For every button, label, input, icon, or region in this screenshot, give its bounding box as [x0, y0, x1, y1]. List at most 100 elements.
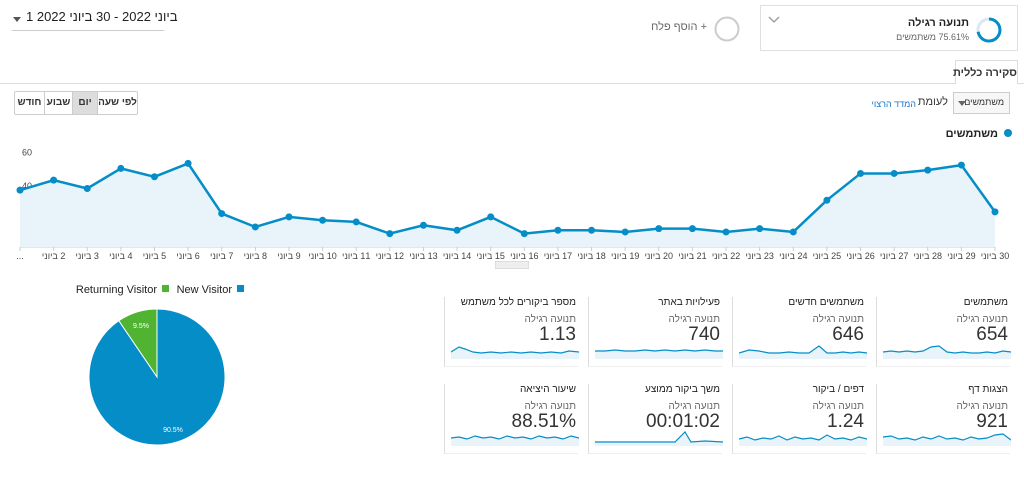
point [991, 208, 999, 216]
metric-card: משתמשים תנועה רגילה 654 [876, 297, 1011, 367]
sparkline-area [739, 346, 867, 359]
x-tick-label: 26 ביוני [846, 251, 874, 261]
metric-value: 88.51% [511, 411, 576, 432]
segment-ring [976, 17, 1002, 43]
point [789, 228, 797, 236]
point [16, 186, 24, 194]
x-tick-label: 4 ביוני [109, 251, 132, 261]
metric-value: 646 [832, 324, 864, 345]
scroll-handle[interactable] [495, 261, 529, 269]
interval-button[interactable]: לפי שעה [98, 97, 137, 108]
x-tick-label: 12 ביוני [376, 251, 404, 261]
add-segment[interactable]: + הוסף פלח [651, 21, 707, 33]
x-tick-label: 28 ביוני [914, 251, 942, 261]
y-tick-label: 40 [22, 181, 32, 191]
legend-swatch [237, 285, 244, 292]
sparkline-line [595, 349, 723, 352]
metric-dropdown[interactable]: משתמשים [953, 92, 1010, 114]
segment-name: תנועה רגילה [907, 17, 969, 29]
sparkline-line [451, 435, 579, 440]
interval-button[interactable]: חודש [15, 92, 45, 114]
sparkline [739, 345, 867, 359]
point [924, 166, 932, 174]
add-segment-circle[interactable] [713, 15, 741, 43]
metric-segment: תנועה רגילה [668, 401, 720, 412]
segment-detail: 75.61% משתמשים [896, 32, 969, 42]
slice-label: 90.5% [163, 427, 183, 434]
x-tick-label: 10 ביוני [308, 251, 336, 261]
x-tick-label: 5 ביוני [143, 251, 166, 261]
x-tick-label: 11 ביוני [342, 251, 370, 261]
metric-value: 740 [688, 324, 720, 345]
metric-segment: תנועה רגילה [956, 401, 1008, 412]
x-tick-label: 3 ביוני [76, 251, 99, 261]
metric-card: דפים / ביקור תנועה רגילה 1.24 [732, 384, 867, 454]
point [621, 228, 629, 236]
metric-title: מספר ביקורים לכל משתמש [460, 297, 576, 308]
point [756, 225, 764, 233]
point [588, 226, 596, 234]
x-tick-label: 7 ביוני [210, 251, 233, 261]
metric-title: פעילויות באתר [658, 297, 720, 308]
legend-label: Returning Visitor [76, 284, 157, 296]
interval-button[interactable]: יום [73, 92, 98, 114]
point [957, 161, 965, 169]
sparkline [883, 345, 1011, 359]
point [285, 213, 293, 221]
x-tick-label: 8 ביוני [244, 251, 267, 261]
metric-value: 654 [976, 324, 1008, 345]
point [520, 230, 528, 238]
sparkline [595, 431, 723, 446]
x-tick-label: 24 ביוני [779, 251, 807, 261]
x-tick-label: 15 ביוני [476, 251, 504, 261]
point [453, 226, 461, 234]
date-picker[interactable]: 1 ביוני 2022 - 30 ביוני 2022 [12, 8, 178, 31]
sparkline [451, 435, 579, 446]
segment-box[interactable]: תנועה רגילה 75.61% משתמשים [760, 5, 1018, 51]
tab[interactable]: סקירה כללית [953, 60, 1018, 84]
point [890, 169, 898, 177]
metric-segment: תנועה רגילה [524, 401, 576, 412]
pie-chart: 9.5% 90.5% Returning Visitor New Visitor [76, 284, 244, 446]
legend-marker [1004, 129, 1012, 137]
metric-card: מספר ביקורים לכל משתמש תנועה רגילה 1.13 [444, 297, 579, 367]
point [722, 228, 730, 236]
point [50, 176, 58, 184]
line [19, 161, 997, 235]
interval-group [14, 91, 138, 115]
metric-segment: תנועה רגילה [812, 314, 864, 325]
point [554, 226, 562, 234]
y-tick-label: 60 [22, 148, 32, 158]
pie-slice [88, 308, 226, 446]
metric-segment: תנועה רגילה [812, 401, 864, 412]
sparkline [451, 346, 579, 359]
metric-title: משתמשים חדשים [788, 297, 864, 308]
metric-segment: תנועה רגילה [956, 314, 1008, 325]
metric-title: דפים / ביקור [812, 384, 864, 395]
sparkline-area [595, 432, 723, 446]
x-tick-label: 22 ביוני [712, 251, 740, 261]
x-tick-label: 6 ביוני [176, 251, 199, 261]
select-metric[interactable]: המדד הרצוי [871, 99, 916, 109]
x-tick-label: 20 ביוני [645, 251, 673, 261]
x-tick-label: 14 ביוני [443, 251, 471, 261]
sparkline-line [739, 345, 867, 354]
sparkline-area [595, 350, 723, 359]
interval-button[interactable]: שבוע [45, 92, 73, 114]
point [487, 213, 495, 221]
point [352, 218, 360, 226]
metric-title: משך ביקור ממוצע [645, 384, 720, 395]
metric-title: הצגות דף [968, 384, 1008, 395]
metric-value: 00:01:02 [646, 411, 720, 432]
point [688, 225, 696, 233]
sparkline [739, 434, 867, 446]
x-tick-label: 29 ביוני [947, 251, 975, 261]
metric-name: משתמשים [964, 97, 1004, 107]
x-tick-label: 25 ביוני [813, 251, 841, 261]
metric-value: 1.24 [827, 411, 864, 432]
x-tick-label: 18 ביוני [577, 251, 605, 261]
sparkline-area [883, 434, 1011, 446]
x-tick-label: 19 ביוני [611, 251, 639, 261]
